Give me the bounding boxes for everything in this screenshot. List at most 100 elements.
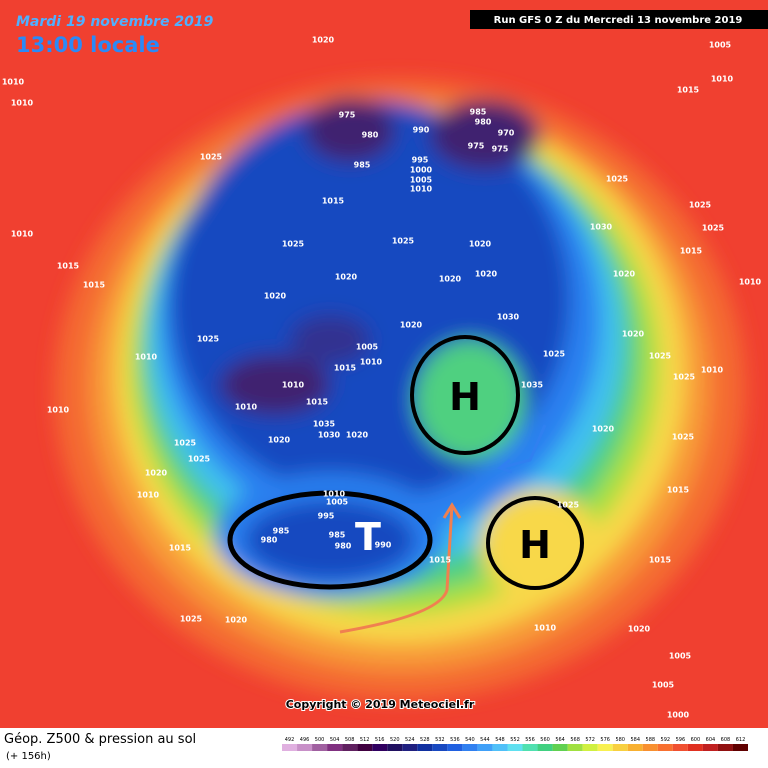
- scale-swatch: [312, 744, 328, 751]
- run-box: [470, 10, 768, 29]
- color-scale: 492 496 500 504 508 512 516 520 524 528 532 536 540 5…: [282, 737, 748, 751]
- isobar-label: 1020: [225, 616, 248, 625]
- isobar-label: 1035: [521, 381, 544, 390]
- isobar-label: 1025: [702, 224, 725, 233]
- footer-title: Géop. Z500 & pression au sol: [4, 732, 196, 747]
- scale-label: 572: [585, 737, 595, 743]
- isobar-label: 1010: [137, 491, 160, 500]
- scale-label: 568: [570, 737, 580, 743]
- isobar-label: 1010: [2, 78, 25, 87]
- isobar-label: 1020: [145, 469, 168, 478]
- isobar-label: 1015: [306, 398, 329, 407]
- isobar-label: 1010: [235, 403, 258, 412]
- flow-arrow: [339, 502, 462, 634]
- isobar-label: 1010: [47, 406, 70, 415]
- scale-swatch: [612, 744, 628, 751]
- scale-swatch: [402, 744, 418, 751]
- isobar-label: 1025: [200, 153, 223, 162]
- scale-label: 612: [736, 737, 746, 743]
- isobar-label: 1020: [346, 431, 369, 440]
- isobar-label: 995: [412, 156, 429, 165]
- footer-lead: (+ 156h): [6, 751, 51, 762]
- scale-label: 560: [540, 737, 550, 743]
- isobar-label: 1025: [392, 237, 415, 246]
- scale-swatch: [432, 744, 448, 751]
- copyright: Copyright © 2019 Meteociel.fr: [286, 698, 475, 711]
- isobar-label: 980: [475, 118, 492, 127]
- isobar-label: 1015: [677, 86, 700, 95]
- isobar-label: 1020: [475, 270, 498, 279]
- scale-swatch: [687, 744, 703, 751]
- geopotential-field: [55, 80, 745, 700]
- scale-label: 544: [480, 737, 490, 743]
- isobar-label: 1025: [672, 433, 695, 442]
- scale-label: 564: [555, 737, 565, 743]
- scale-swatch: [732, 744, 748, 751]
- scale-label: 500: [315, 737, 325, 743]
- isobar-label: 1025: [188, 455, 211, 464]
- scale-label: 520: [390, 737, 400, 743]
- scale-swatch: [642, 744, 658, 751]
- isobar-label: 975: [468, 142, 485, 151]
- isobar-label: 1015: [57, 262, 80, 271]
- flow-arrow: [496, 424, 547, 474]
- scale-swatch: [387, 744, 403, 751]
- scale-swatch: [447, 744, 463, 751]
- isobar-label: 1020: [439, 275, 462, 284]
- isobar-label: 1020: [592, 425, 615, 434]
- scale-label: 580: [615, 737, 625, 743]
- isobar-label: 1010: [534, 624, 557, 633]
- scale-swatch: [357, 744, 373, 751]
- isobar-label: 1000: [410, 166, 433, 175]
- isobar-label: 1005: [652, 681, 675, 690]
- low-circle: [227, 490, 433, 590]
- isobar-label: 990: [375, 541, 392, 550]
- isobar-label: 1010: [11, 99, 34, 108]
- scale-swatch: [462, 744, 478, 751]
- isobar-label: 1015: [83, 281, 106, 290]
- isobar-label: 1025: [649, 352, 672, 361]
- scale-label: 592: [661, 737, 671, 743]
- isobar-label: 1020: [469, 240, 492, 249]
- isobar-label: 975: [339, 111, 356, 120]
- isobar-label: 1010: [410, 185, 433, 194]
- run-info: Run GFS 0 Z du Mercredi 13 novembre 2019: [494, 15, 743, 26]
- isobar-label: 1025: [180, 615, 203, 624]
- scale-swatch: [537, 744, 553, 751]
- scale-swatch: [567, 744, 583, 751]
- isobar-label: 980: [362, 131, 379, 140]
- scale-swatch: [417, 744, 433, 751]
- isobar-label: 985: [470, 108, 487, 117]
- isobar-label: 1015: [429, 556, 452, 565]
- date: Mardi 19 novembre 2019: [16, 14, 214, 30]
- isobar-label: 995: [318, 512, 335, 521]
- scale-label: 528: [420, 737, 430, 743]
- isobar-label: 1020: [613, 270, 636, 279]
- low-label: T: [355, 515, 381, 559]
- isobar-label: 1025: [606, 175, 629, 184]
- isobar-label: 1025: [197, 335, 220, 344]
- scale-label: 576: [600, 737, 610, 743]
- scale-label: 508: [345, 737, 355, 743]
- scale-label: 604: [706, 737, 716, 743]
- scale-swatch: [282, 744, 298, 751]
- isobar-label: 1030: [497, 313, 520, 322]
- isobar-label: 1015: [680, 247, 703, 256]
- scale-label: 540: [465, 737, 475, 743]
- scale-swatch: [342, 744, 358, 751]
- scale-swatch: [297, 744, 313, 751]
- isobar-label: 1025: [543, 350, 566, 359]
- isobar-label: 1010: [711, 75, 734, 84]
- scale-label: 504: [330, 737, 340, 743]
- isobar-label: 1015: [169, 544, 192, 553]
- isobar-label: 1010: [323, 490, 346, 499]
- isobar-label: 1025: [689, 201, 712, 210]
- isobar-label: 1020: [335, 273, 358, 282]
- scale-label: 584: [630, 737, 640, 743]
- isobar-label: 1010: [135, 353, 158, 362]
- scale-label: 608: [721, 737, 731, 743]
- scale-label: 492: [285, 737, 295, 743]
- scale-swatch: [597, 744, 613, 751]
